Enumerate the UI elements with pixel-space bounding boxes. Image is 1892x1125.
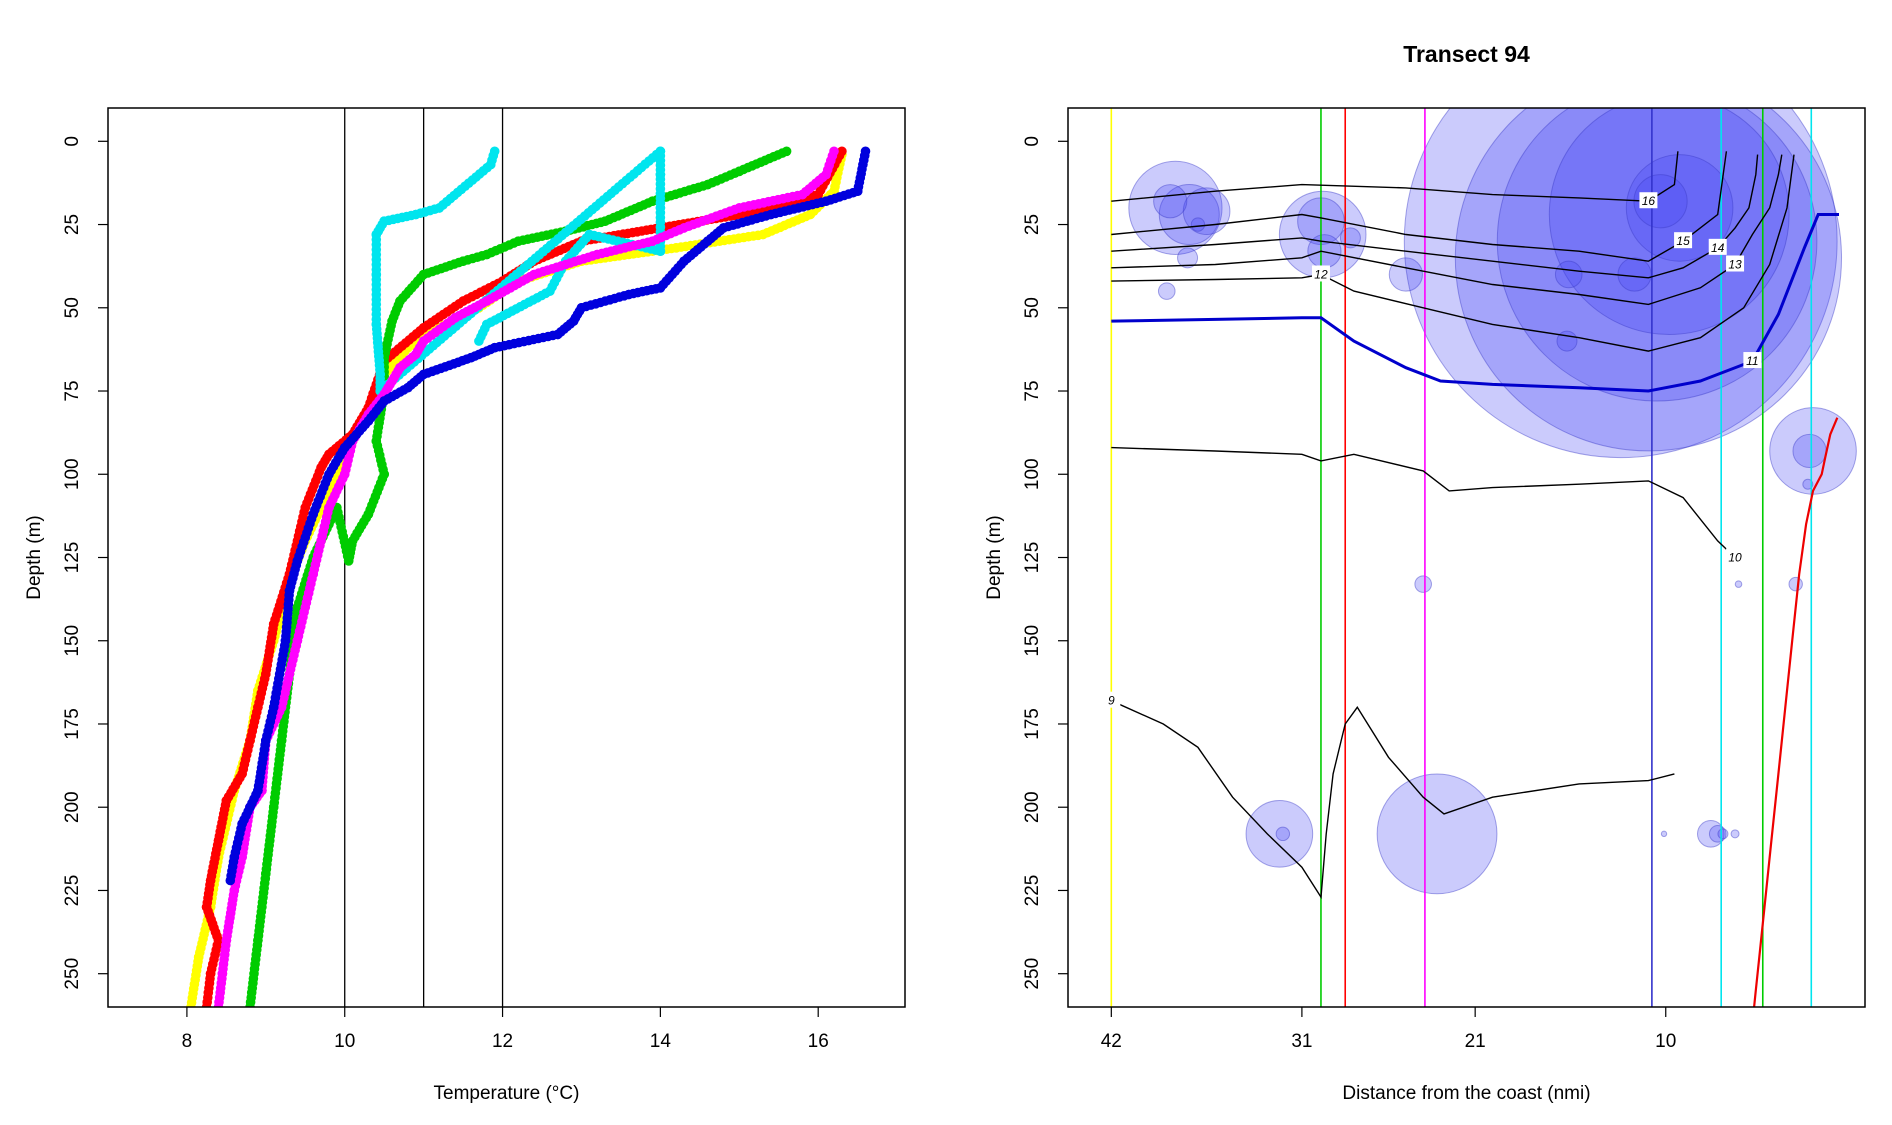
isotherm-label: 9 [1108, 694, 1115, 708]
data-point [245, 1002, 255, 1007]
isotherm-10 [1111, 446, 1736, 559]
plot-area [186, 108, 871, 1007]
isotherm-label-bg [1743, 352, 1762, 369]
y-tick-label: 50 [62, 297, 83, 318]
plot-frame [107, 107, 906, 1008]
isotherm-label-bg [1102, 691, 1121, 708]
x-tick-label: 10 [1655, 1031, 1676, 1052]
biomass-bubble [1633, 174, 1688, 229]
data-point [225, 875, 236, 886]
chart-title: Transect 94 [1403, 41, 1530, 67]
biomass-bubble [1717, 828, 1729, 840]
y-axis-label: Depth (m) [24, 515, 45, 599]
data-point [186, 1002, 196, 1007]
x-tick-label: 42 [1101, 1031, 1122, 1052]
biomass-bubble [1158, 184, 1220, 246]
isotherm-label-bg [1726, 548, 1745, 565]
y-tick-label: 50 [1022, 297, 1043, 318]
isotherm-9 [1111, 700, 1675, 900]
isotherm-label: 10 [1728, 551, 1742, 565]
biomass-bubble [1696, 820, 1725, 848]
biomass-bubble [1496, 108, 1818, 402]
y-tick-label: 25 [1022, 214, 1043, 235]
x-axis-label: Distance from the coast (nmi) [1342, 1083, 1590, 1104]
isotherm-label-bg [1311, 265, 1330, 282]
isotherm-label: 14 [1711, 241, 1725, 255]
isotherm-11 [1111, 213, 1839, 393]
isotherm-15 [1111, 151, 1728, 262]
temperature-depth-panel: 8 10 12 14 16 0 25 50 75 100 125 150 175 200 225 250 Tem… [24, 107, 906, 1104]
y-tick-label: 150 [1022, 625, 1043, 657]
y-tick-label: 75 [1022, 380, 1043, 401]
biomass-bubble [1792, 433, 1827, 469]
data-point [474, 336, 484, 346]
red-profile-line [1753, 417, 1839, 1007]
biomass-bubble [1548, 108, 1790, 335]
biomass-bubble [1802, 478, 1814, 490]
series-points [225, 146, 871, 886]
plot-frame [1067, 107, 1866, 1008]
isotherm-label-bg [1726, 255, 1745, 272]
y-tick-label: 200 [62, 791, 83, 823]
biomass-bubble [1554, 260, 1583, 289]
y-tick-label: 200 [1022, 791, 1043, 823]
y-axis-label: Depth (m) [984, 515, 1005, 599]
y-tick-label: 150 [62, 625, 83, 657]
x-tick-label: 16 [808, 1031, 829, 1052]
isotherm-label: 11 [1746, 354, 1758, 368]
isotherm-13 [1111, 154, 1783, 306]
biomass-bubble [1190, 217, 1206, 232]
x-axis-label: Temperature (°C) [434, 1083, 580, 1104]
data-point [201, 1002, 212, 1007]
isotherm-label: 15 [1676, 234, 1690, 248]
biomass-bubble [1414, 575, 1432, 593]
x-tick-label: 12 [492, 1031, 513, 1052]
x-tick-label: 14 [650, 1031, 672, 1052]
biomass-bubble [1625, 154, 1734, 262]
isotherm-label-bg [1674, 232, 1693, 249]
isotherm-16 [1111, 151, 1679, 202]
y-tick-label: 125 [1022, 542, 1043, 574]
y-tick-label: 225 [62, 875, 83, 907]
biomass-bubble [1617, 257, 1652, 292]
isotherm-label: 12 [1314, 267, 1328, 281]
biomass-bubble [1734, 580, 1743, 588]
isotherm-12 [1111, 154, 1795, 352]
y-tick-label: 0 [62, 136, 83, 147]
x-tick-label: 31 [1291, 1031, 1312, 1052]
x-tick-label: 10 [334, 1031, 355, 1052]
isotherm-14 [1111, 154, 1759, 279]
y-tick-label: 100 [1022, 458, 1043, 490]
isotherm-label: 16 [1642, 194, 1656, 208]
biomass-bubble [1182, 187, 1231, 236]
y-tick-label: 75 [62, 380, 83, 401]
y-tick-label: 125 [62, 542, 83, 574]
biomass-bubble [1157, 282, 1176, 300]
y-tick-label: 175 [1022, 708, 1043, 740]
isotherm-label: 13 [1728, 257, 1742, 271]
biomass-bubble [1275, 826, 1291, 842]
y-tick-label: 175 [62, 708, 83, 740]
biomass-bubble [1177, 247, 1199, 269]
y-tick-label: 0 [1022, 136, 1043, 147]
biomass-bubble [1730, 829, 1740, 839]
y-tick-label: 25 [62, 214, 83, 235]
x-tick-label: 21 [1465, 1031, 1486, 1052]
biomass-bubble [1376, 773, 1498, 895]
y-tick-label: 250 [1022, 958, 1043, 990]
data-point [213, 1002, 224, 1007]
biomass-bubble [1153, 184, 1188, 219]
y-tick-label: 100 [62, 458, 83, 490]
x-tick-label: 8 [182, 1031, 193, 1052]
isotherm-label-bg [1639, 192, 1658, 209]
biomass-bubble [1788, 576, 1803, 592]
biomass-bubble [1660, 830, 1668, 838]
y-tick-label: 250 [62, 958, 83, 990]
isotherm-label-bg [1708, 238, 1727, 255]
biomass-bubble [1245, 800, 1314, 868]
y-tick-label: 225 [1022, 875, 1043, 907]
